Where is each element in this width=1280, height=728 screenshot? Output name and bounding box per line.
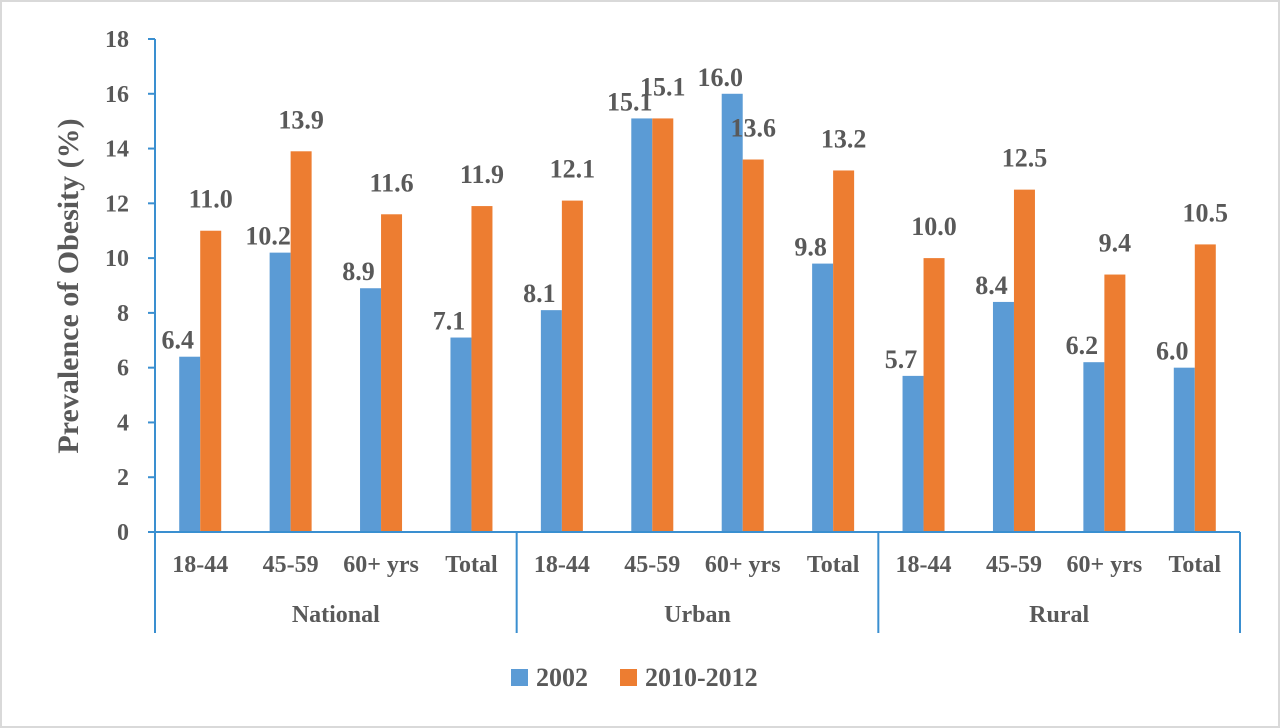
data-label: 5.7 xyxy=(885,345,918,374)
y-tick-label: 8 xyxy=(117,301,129,327)
data-label: 11.9 xyxy=(460,160,504,189)
y-tick-label: 16 xyxy=(105,82,129,108)
y-tick-label: 0 xyxy=(117,520,129,546)
x-tick-label: 18-44 xyxy=(896,552,952,578)
y-tick-label: 4 xyxy=(117,410,129,436)
bar-2002-Total xyxy=(450,337,472,532)
x-tick-label: 45-59 xyxy=(986,552,1042,578)
bar-2010-2012-60+ yrs xyxy=(742,159,764,532)
bar-2002-60+ yrs xyxy=(360,288,382,532)
bar-2010-2012-Total xyxy=(1194,244,1216,532)
y-axis-label: Prevalence of Obesity (%) xyxy=(52,118,85,453)
x-tick-label: Total xyxy=(1169,552,1222,578)
bar-2002-60+ yrs xyxy=(721,93,743,533)
data-label: 10.2 xyxy=(245,222,291,251)
bar-2002-60+ yrs xyxy=(1083,362,1105,532)
y-axis-ticks: 0 2 4 6 8 10 12 14 16 18 xyxy=(105,27,156,546)
legend-swatch-2002 xyxy=(511,669,528,686)
data-label: 13.6 xyxy=(730,114,776,143)
data-label: 8.9 xyxy=(342,257,375,286)
data-label: 12.5 xyxy=(1002,144,1048,173)
data-label: 6.2 xyxy=(1066,331,1099,360)
bars xyxy=(179,93,1216,533)
x-tick-label: Total xyxy=(445,552,498,578)
x-tick-label: 18-44 xyxy=(534,552,590,578)
bar-2010-2012-18-44 xyxy=(561,200,583,532)
y-tick-label: 10 xyxy=(105,246,129,272)
group-label: Urban xyxy=(664,602,731,628)
bar-2002-Total xyxy=(812,263,834,532)
data-label: 10.0 xyxy=(911,212,957,241)
bar-2010-2012-Total xyxy=(833,170,855,532)
data-label: 9.4 xyxy=(1099,229,1132,258)
bar-2002-18-44 xyxy=(179,356,201,532)
x-tick-label: 60+ yrs xyxy=(1067,552,1143,578)
x-tick-label: 60+ yrs xyxy=(343,552,419,578)
y-tick-label: 12 xyxy=(105,191,129,217)
data-label: 15.1 xyxy=(640,72,686,101)
bar-2010-2012-60+ yrs xyxy=(1104,274,1126,532)
y-tick-label: 14 xyxy=(105,137,129,163)
bar-2002-45-59 xyxy=(992,301,1014,532)
data-label: 8.4 xyxy=(975,271,1008,300)
data-label: 15.1 xyxy=(607,87,653,116)
data-label: 13.2 xyxy=(821,124,867,153)
legend-label: 2010-2012 xyxy=(645,663,758,692)
data-label: 6.4 xyxy=(161,326,194,355)
bar-2002-Total xyxy=(1173,367,1195,532)
group-label: Rural xyxy=(1029,602,1089,628)
x-tick-label: 60+ yrs xyxy=(705,552,781,578)
data-label: 10.5 xyxy=(1183,198,1229,227)
x-tick-label: 45-59 xyxy=(624,552,680,578)
bar-2002-45-59 xyxy=(631,118,653,532)
legend-label: 2002 xyxy=(536,663,588,692)
x-tick-label: Total xyxy=(807,552,860,578)
bar-2010-2012-45-59 xyxy=(652,118,674,532)
data-label: 8.1 xyxy=(523,279,556,308)
y-tick-label: 2 xyxy=(117,465,129,491)
data-label: 9.8 xyxy=(794,233,827,262)
data-label: 7.1 xyxy=(433,307,466,336)
y-tick-label: 18 xyxy=(105,27,129,53)
x-tick-label: 45-59 xyxy=(263,552,319,578)
bar-2010-2012-45-59 xyxy=(290,151,312,533)
bar-2002-45-59 xyxy=(269,252,291,532)
data-labels: 6.4 10.2 8.9 7.1 8.1 15.1 16.0 9.8 5.7 8.4 6.2 6.0 1… xyxy=(161,63,1228,374)
data-label: 6.0 xyxy=(1156,337,1189,366)
x-tick-label: 18-44 xyxy=(172,552,228,578)
bar-2002-18-44 xyxy=(540,310,562,532)
data-label: 13.9 xyxy=(278,105,324,134)
data-label: 12.1 xyxy=(550,155,596,184)
bar-2010-2012-18-44 xyxy=(923,258,945,532)
data-label: 11.0 xyxy=(189,185,233,214)
legend-swatch-2010-2012 xyxy=(620,669,637,686)
legend: 2002 2010-2012 xyxy=(511,663,758,692)
bar-2010-2012-45-59 xyxy=(1013,189,1035,532)
y-tick-label: 6 xyxy=(117,356,129,382)
bar-2010-2012-Total xyxy=(471,206,493,533)
group-label: National xyxy=(292,602,380,628)
data-label: 11.6 xyxy=(370,168,414,197)
bar-2010-2012-18-44 xyxy=(200,230,222,532)
bar-2002-18-44 xyxy=(902,375,924,532)
bar-2010-2012-60+ yrs xyxy=(381,214,403,533)
x-axis: 18-44 45-59 60+ yrs Total 18-44 45-59 60+ yrs T… xyxy=(154,531,1241,633)
data-label: 16.0 xyxy=(697,63,743,92)
